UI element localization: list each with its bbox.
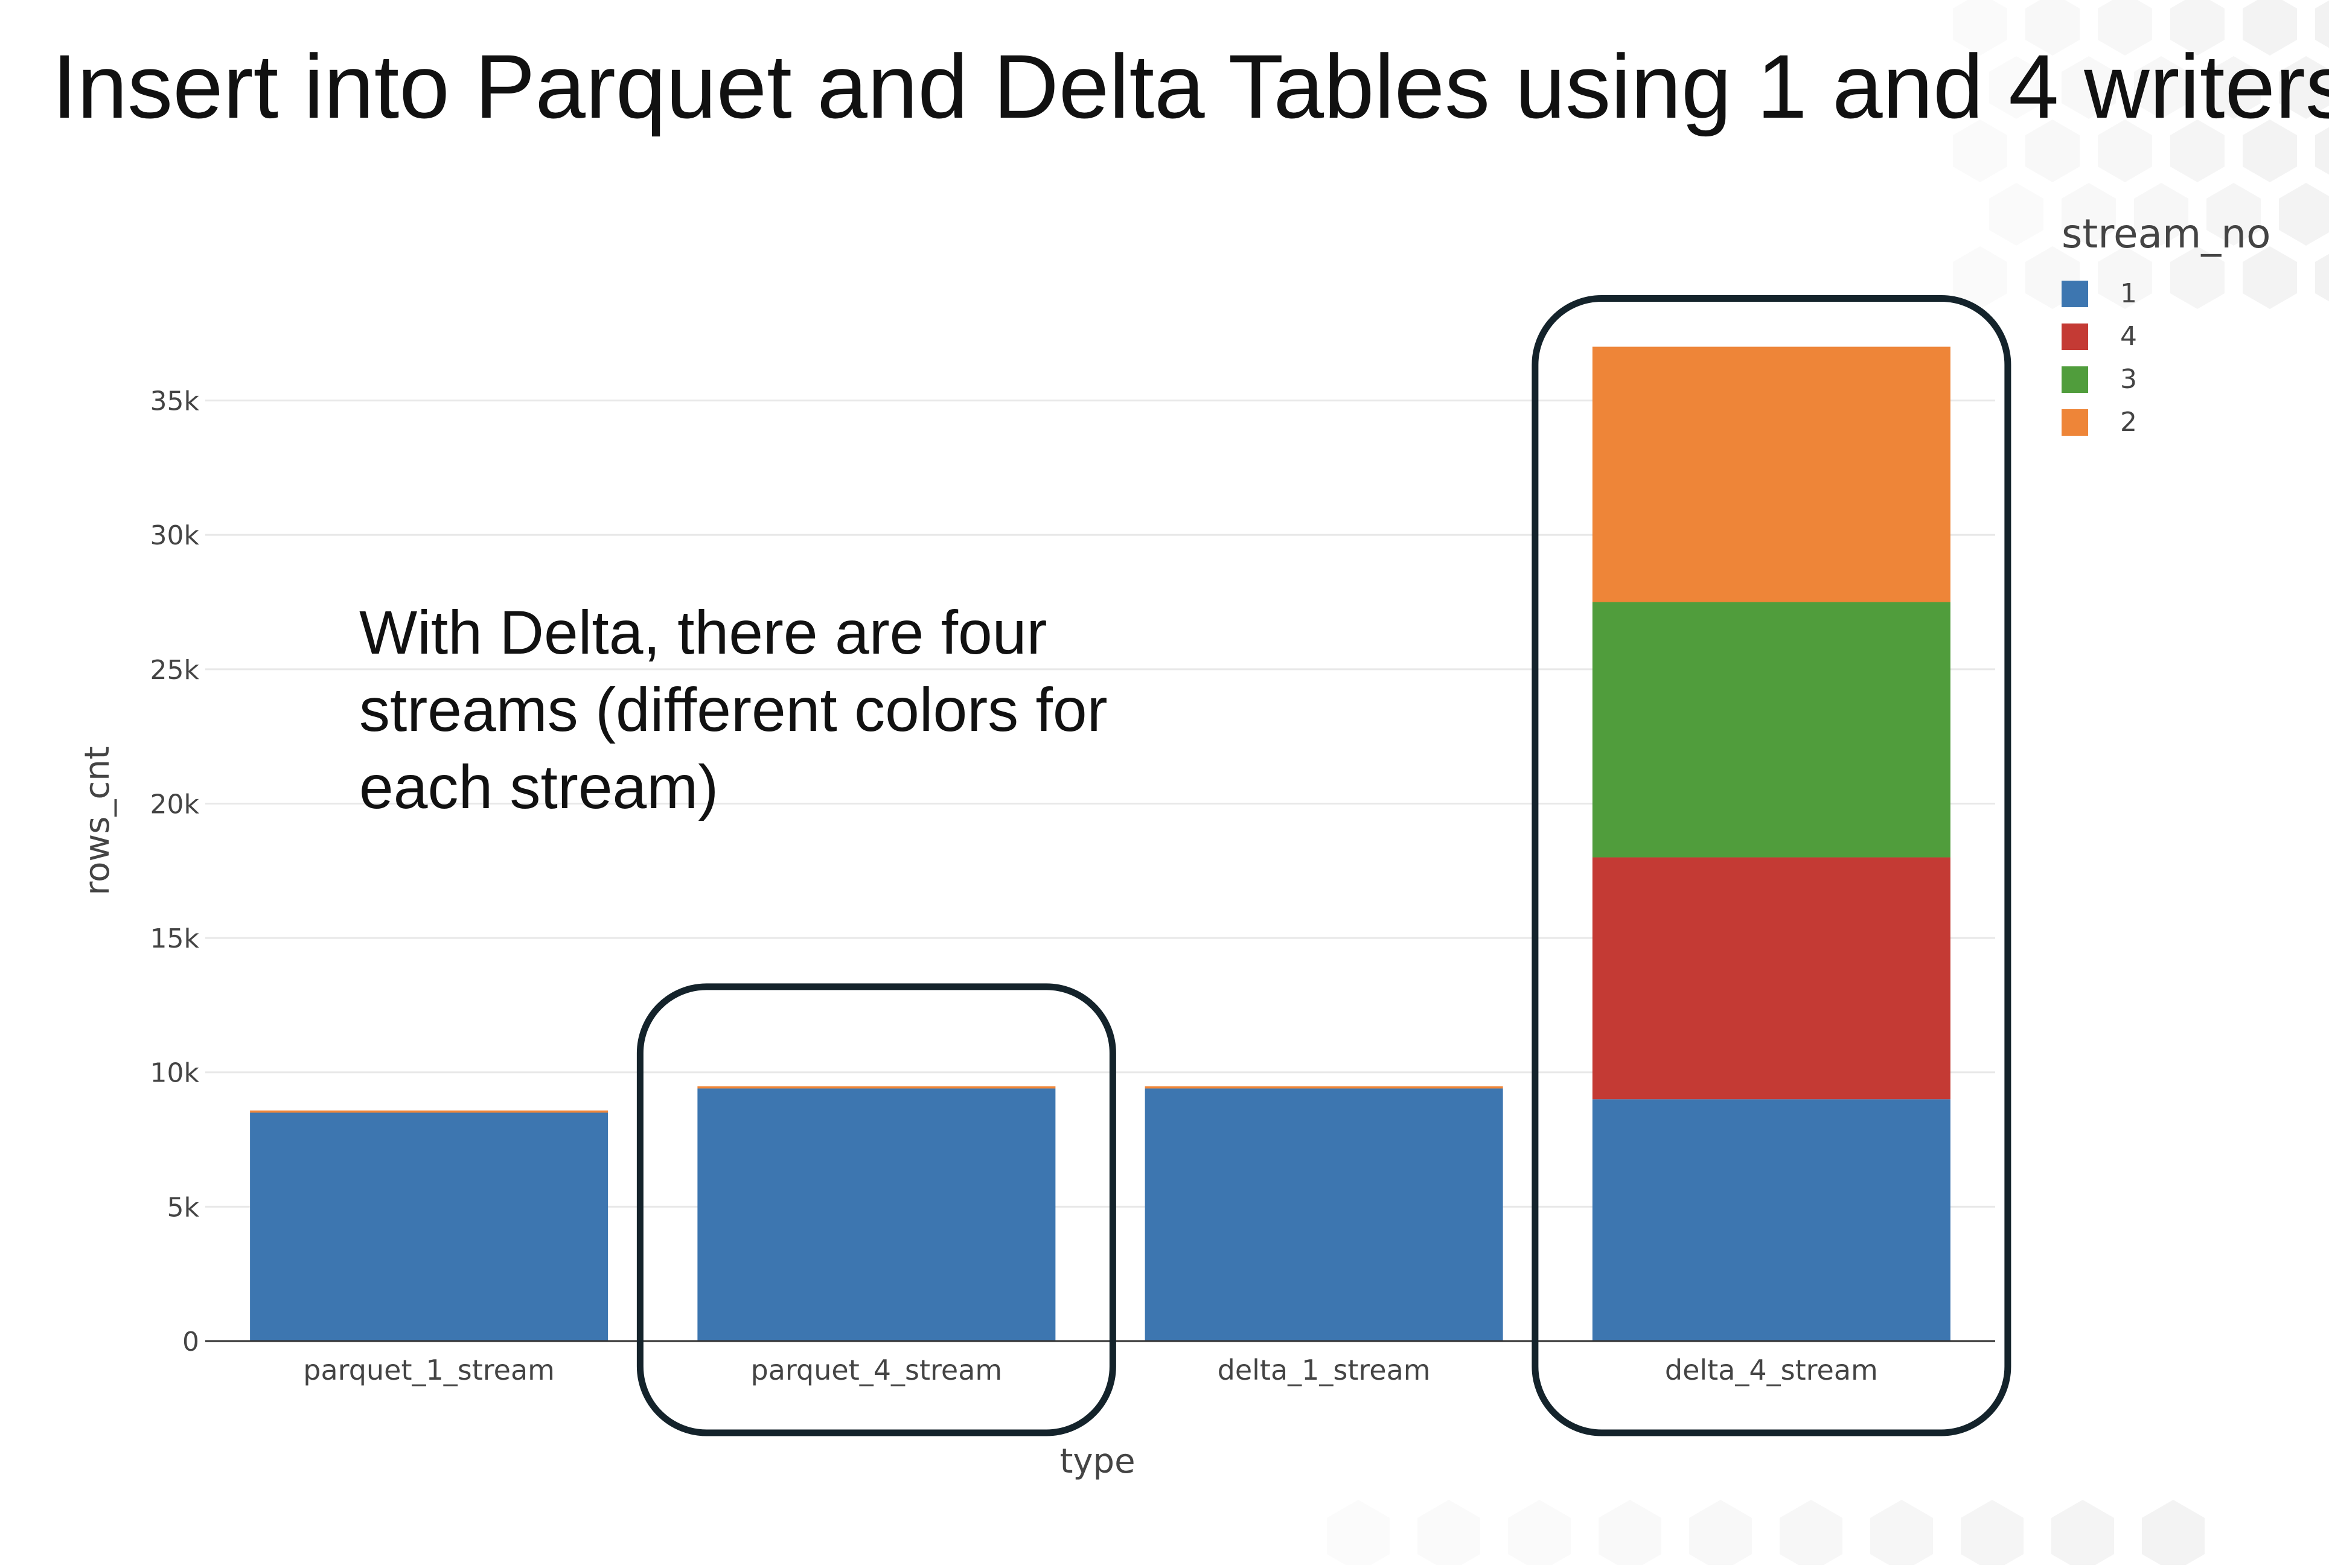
decor-hexagon	[2243, 120, 2297, 182]
decor-hexagon	[1989, 183, 2043, 246]
bar-segment-parquet_1_stream-stream-1	[250, 1112, 609, 1341]
decor-hexagon	[2142, 1500, 2205, 1568]
decor-hexagon	[1989, 56, 2043, 119]
background-hex-pattern	[1327, 0, 2329, 1568]
x-tick-label: parquet_1_stream	[303, 1354, 555, 1386]
decor-hexagon	[2279, 183, 2329, 246]
bar-segment-parquet_4_stream-stream-1	[697, 1088, 1056, 1341]
decor-hexagon	[1780, 1500, 1842, 1568]
decor-hexagon	[1417, 1500, 1480, 1568]
annotation-line: each stream)	[359, 753, 718, 821]
legend-label: 4	[2120, 321, 2137, 352]
legend-label: 2	[2120, 407, 2137, 438]
decor-hexagon	[2170, 120, 2225, 182]
x-tick-label: delta_1_stream	[1218, 1354, 1431, 1386]
bar-segment-parquet_4_stream-stream-2	[697, 1086, 1056, 1089]
decor-hexagon	[2098, 120, 2152, 182]
decor-hexagon	[2098, 246, 2152, 309]
y-tick-label: 0	[182, 1327, 199, 1357]
y-tick-label: 5k	[167, 1192, 200, 1223]
y-tick-label: 10k	[150, 1058, 200, 1089]
highlight-boxes	[636, 295, 2011, 1436]
decor-hexagon	[2206, 56, 2261, 119]
decor-hexagon	[1508, 1500, 1571, 1568]
decor-hexagon	[2243, 246, 2297, 309]
bar-segment-delta_4_stream-stream-3	[1592, 602, 1950, 858]
decor-hexagon	[1689, 1500, 1752, 1568]
y-tick-label: 20k	[150, 789, 200, 820]
decor-hexagon	[2170, 246, 2225, 309]
decor-hexagon	[1961, 1500, 2024, 1568]
decor-hexagon	[2206, 183, 2261, 246]
decor-hexagon	[2062, 56, 2116, 119]
decor-hexagon	[1870, 1500, 1933, 1568]
y-tick-label: 35k	[150, 386, 200, 417]
highlight-box-parquet_4_stream	[636, 983, 1116, 1436]
bar-segment-delta_4_stream-stream-2	[1592, 346, 1950, 602]
bars	[250, 346, 1950, 1341]
legend-label: 3	[2120, 364, 2137, 395]
decor-hexagon	[2134, 183, 2188, 246]
annotation-text: With Delta, there are four streams (diffe…	[359, 598, 1108, 821]
annotation-line: streams (different colors for	[359, 675, 1108, 744]
legend-swatch-1	[2062, 281, 2088, 307]
legend-title: stream_no	[2062, 211, 2271, 257]
legend-swatch-3	[2062, 366, 2088, 393]
slide-title: Insert into Parquet and Delta Tables usi…	[52, 36, 2329, 137]
decor-hexagon	[1327, 1500, 1390, 1568]
x-tick-label: delta_4_stream	[1665, 1354, 1878, 1386]
x-axis-title: type	[1059, 1442, 1135, 1481]
y-tick-label: 15k	[150, 923, 200, 954]
decor-hexagon	[2051, 1500, 2114, 1568]
legend-label: 1	[2120, 278, 2137, 309]
decor-hexagon	[2243, 0, 2297, 56]
x-axis-ticks: parquet_1_stream parquet_4_stream delta_1_…	[303, 1354, 1878, 1386]
highlight-box-delta_4_stream	[1532, 295, 2011, 1436]
legend-swatch-4	[2062, 323, 2088, 350]
decor-hexagon	[1953, 0, 2007, 56]
annotation-line: With Delta, there are four	[359, 598, 1047, 667]
bar-segment-delta_4_stream-stream-1	[1592, 1099, 1950, 1341]
y-tick-label: 25k	[150, 655, 200, 686]
bar-segment-delta_1_stream-stream-1	[1145, 1088, 1503, 1341]
decor-hexagon	[2170, 0, 2225, 56]
legend-swatch-2	[2062, 409, 2088, 436]
decor-hexagon	[1953, 246, 2007, 309]
decor-hexagon	[2025, 0, 2080, 56]
decor-hexagon	[2315, 0, 2329, 48]
bar-segment-delta_4_stream-stream-4	[1592, 857, 1950, 1100]
x-tick-label: parquet_4_stream	[751, 1354, 1003, 1386]
decor-hexagon	[2134, 56, 2188, 119]
y-axis-ticks: 0 5k 10k 15k 20k 25k 30k 35k	[150, 386, 200, 1357]
y-tick-label: 30k	[150, 520, 200, 551]
decor-hexagon	[1599, 1500, 1661, 1568]
bar-segment-parquet_1_stream-stream-2	[250, 1110, 609, 1113]
legend-items: 1 4 3 2	[2062, 278, 2137, 438]
decor-hexagon	[1953, 120, 2007, 182]
y-axis-title: rows_cnt	[78, 746, 117, 895]
decor-hexagon	[2315, 253, 2329, 302]
decor-hexagon	[2279, 56, 2329, 119]
legend: stream_no 1 4 3 2	[2062, 211, 2271, 438]
decor-hexagon	[2062, 183, 2116, 246]
decor-hexagon	[2025, 120, 2080, 182]
decor-hexagon	[2098, 0, 2152, 56]
decor-hexagon	[2315, 127, 2329, 175]
bar-segment-delta_1_stream-stream-2	[1145, 1086, 1503, 1089]
